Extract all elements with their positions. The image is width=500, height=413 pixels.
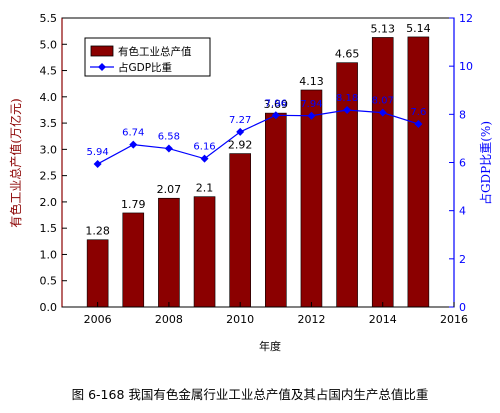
x-tick-label: 2014 bbox=[369, 313, 397, 326]
legend-marker bbox=[98, 63, 106, 71]
line-point bbox=[414, 119, 423, 128]
y-tick-label-left: 5.5 bbox=[40, 12, 58, 25]
y-tick-label-right: 12 bbox=[459, 12, 473, 25]
figure-caption: 图 6-168 我国有色金属行业工业总产值及其占国内生产总值比重 bbox=[71, 387, 429, 402]
y-tick-label-right: 2 bbox=[459, 253, 466, 266]
line-value-label: 6.58 bbox=[158, 132, 180, 143]
bar bbox=[371, 37, 394, 308]
bar-value-label: 1.28 bbox=[85, 225, 110, 238]
line-value-label: 6.74 bbox=[122, 128, 144, 139]
line-series: 5.94 6.74 6.58 6.16 7.27 7.96 7.94 8.18 8.07 7.6 bbox=[87, 93, 426, 168]
line-value-label: 8.07 bbox=[372, 96, 394, 107]
legend-box bbox=[84, 37, 211, 77]
y-tick-label-left: 0.0 bbox=[40, 301, 58, 314]
bar bbox=[407, 36, 430, 308]
line-point bbox=[343, 105, 352, 114]
legend-label-bar: 有色工业总产值 bbox=[118, 45, 192, 58]
x-axis-label: 年度 bbox=[259, 339, 281, 353]
y-tick-label-right: 0 bbox=[459, 301, 466, 314]
y-tick-label-left: 4.5 bbox=[40, 65, 58, 78]
y-axis-label-left: 有色工业总产值(万亿元) bbox=[8, 98, 23, 227]
y-tick-label-left: 1.5 bbox=[40, 222, 58, 235]
x-tick-label: 2006 bbox=[84, 313, 112, 326]
bar bbox=[86, 239, 109, 308]
y-tick-label-left: 4.0 bbox=[40, 91, 58, 104]
legend-swatch-bar bbox=[90, 45, 114, 57]
x-tick-label: 2016 bbox=[440, 313, 468, 326]
line-point bbox=[164, 144, 173, 153]
bar bbox=[229, 153, 251, 308]
axes: 0.0 0.5 1.0 1.5 2.0 2.5 3.0 3.5 4.0 4.5 5.0 5.5 0 2 4 6… bbox=[40, 12, 474, 326]
bar-value-label: 3.69 bbox=[264, 98, 289, 111]
x-tick-label: 2008 bbox=[155, 313, 183, 326]
line-point bbox=[200, 154, 209, 163]
y-tick-label-left: 3.5 bbox=[40, 117, 58, 130]
bar-value-label: 5.14 bbox=[406, 22, 431, 35]
bar-value-label: 2.07 bbox=[157, 183, 182, 196]
y-tick-label-right: 6 bbox=[459, 157, 466, 170]
y-tick-label-right: 4 bbox=[459, 205, 466, 218]
bar bbox=[158, 197, 180, 308]
line-value-label: 7.6 bbox=[410, 107, 426, 118]
line-point bbox=[271, 111, 280, 120]
bar-series: 1.28 1.79 2.07 2.1 2.92 3.69 4.13 4.65 5.13 5.14 bbox=[85, 22, 431, 308]
line-point bbox=[378, 108, 387, 117]
y-tick-label-left: 3.0 bbox=[40, 143, 58, 156]
bar-value-label: 1.79 bbox=[121, 198, 146, 211]
x-tick-label: 2010 bbox=[226, 313, 254, 326]
bar-value-label: 5.13 bbox=[370, 22, 395, 35]
y-tick-label-left: 1.0 bbox=[40, 248, 58, 261]
bar-value-label: 4.13 bbox=[299, 75, 324, 88]
y-tick-label-right: 8 bbox=[459, 108, 466, 121]
line-value-label: 8.18 bbox=[336, 93, 358, 104]
bar bbox=[300, 89, 323, 308]
line-value-label: 6.16 bbox=[193, 142, 215, 153]
y-tick-label-left: 2.0 bbox=[40, 196, 58, 209]
bar-value-label: 2.1 bbox=[196, 182, 214, 195]
y-tick-label-left: 2.5 bbox=[40, 170, 58, 183]
bar bbox=[265, 112, 287, 308]
line-point bbox=[93, 159, 102, 168]
legend: 有色工业总产值 占GDP比重 bbox=[84, 37, 211, 77]
legend-label-line: 占GDP比重 bbox=[118, 61, 172, 74]
y-tick-label-left: 5.0 bbox=[40, 38, 58, 51]
bar-value-label: 4.65 bbox=[335, 48, 360, 61]
line-value-label: 7.27 bbox=[229, 115, 251, 126]
line-value-label: 7.94 bbox=[300, 99, 322, 110]
chart: 1.281.792.07 2.12.923.694.134.655.13 5.14 … bbox=[8, 12, 493, 353]
y-tick-label-right: 10 bbox=[459, 60, 473, 73]
bar bbox=[122, 212, 145, 308]
y-tick-label-left: 0.5 bbox=[40, 275, 58, 288]
bar-value-label: 2.92 bbox=[228, 139, 253, 152]
line-point bbox=[129, 140, 138, 149]
line-point bbox=[236, 127, 245, 136]
bar bbox=[193, 196, 216, 308]
line-path bbox=[97, 109, 419, 165]
line-value-label: 5.94 bbox=[87, 147, 109, 158]
x-tick-label: 2012 bbox=[297, 313, 325, 326]
y-axis-label-right: 占GDP比重(%) bbox=[478, 121, 493, 205]
line-point bbox=[307, 111, 316, 120]
line-value-label: 7.96 bbox=[265, 98, 287, 109]
